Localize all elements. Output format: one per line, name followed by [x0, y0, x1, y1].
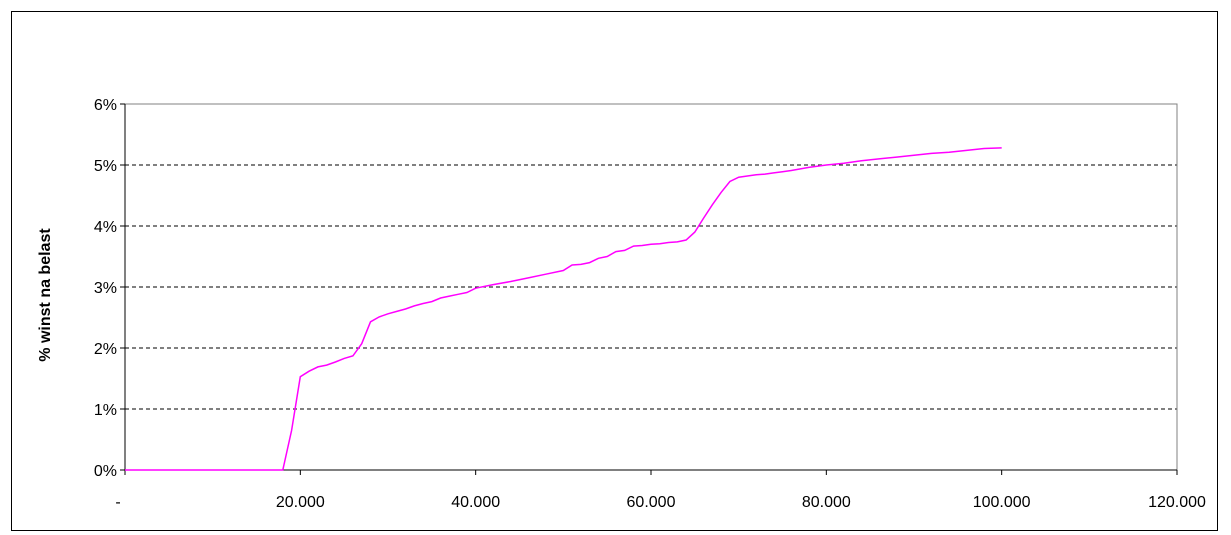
axes [120, 103, 1178, 475]
y-tick-labels: 0% 1% 2% 3% 4% 5% 6% [94, 97, 117, 480]
y-axis-label: % winst na belast [37, 228, 54, 362]
gridlines [125, 164, 1177, 410]
x-tick-label: 40.000 [451, 494, 500, 511]
y-tick-label: 5% [94, 158, 117, 175]
x-tick-labels: - 20.000 40.000 60.000 80.000 100.000 120.000 [115, 494, 1206, 511]
x-tick-label: 20.000 [276, 494, 325, 511]
x-tick-label: 60.000 [627, 494, 676, 511]
series-group [125, 147, 1002, 471]
x-tick-label: 120.000 [1148, 494, 1206, 511]
x-tick-label: - [115, 494, 120, 511]
series-line [125, 147, 1002, 471]
y-tick-label: 0% [94, 463, 117, 480]
x-tick-label: 100.000 [973, 494, 1031, 511]
x-tick-label: 80.000 [802, 494, 851, 511]
chart-area [11, 11, 1218, 531]
y-tick-label: 6% [94, 97, 117, 114]
y-tick-label: 2% [94, 341, 117, 358]
y-tick-label: 3% [94, 280, 117, 297]
y-tick-label: 4% [94, 219, 117, 236]
y-tick-label: 1% [94, 402, 117, 419]
